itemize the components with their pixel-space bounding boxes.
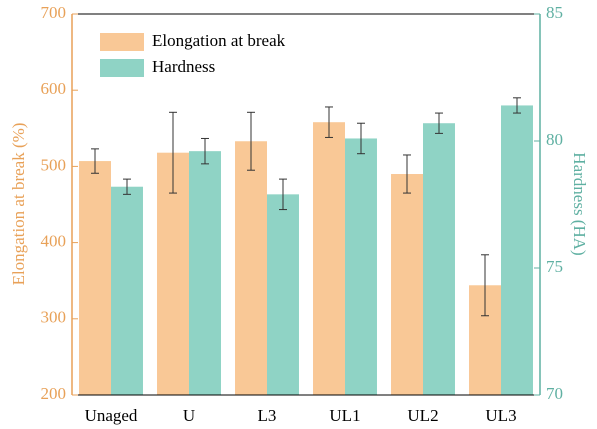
x-tick-label: UL1 xyxy=(329,406,360,425)
error-bar xyxy=(403,154,412,194)
bar xyxy=(313,122,345,395)
bar xyxy=(501,105,533,395)
y-tick-label: 600 xyxy=(41,79,67,98)
x-tick-label: U xyxy=(183,406,195,425)
error-bar xyxy=(169,111,178,194)
legend-label: Elongation at break xyxy=(152,31,286,50)
bar xyxy=(345,138,377,395)
error-bar xyxy=(91,148,100,174)
y2-tick-label: 80 xyxy=(546,130,563,149)
y-tick-label: 700 xyxy=(41,3,67,22)
bar xyxy=(391,174,423,395)
y-tick-label: 200 xyxy=(41,384,67,403)
legend-label: Hardness xyxy=(152,57,215,76)
legend-swatch xyxy=(100,33,144,51)
x-tick-label: L3 xyxy=(258,406,277,425)
bar xyxy=(267,194,299,395)
error-bar xyxy=(512,97,521,114)
error-bar xyxy=(325,106,334,138)
x-tick-label: Unaged xyxy=(85,406,138,425)
y-tick-label: 500 xyxy=(41,155,67,174)
error-bar xyxy=(434,112,443,134)
bar xyxy=(111,186,143,395)
bar xyxy=(423,123,455,395)
error-bar xyxy=(481,254,490,317)
bar xyxy=(79,161,111,395)
y-tick-label: 400 xyxy=(41,232,67,251)
bar xyxy=(235,141,267,395)
y-axis-label: Elongation at break (%) xyxy=(9,123,28,286)
x-tick-label: UL2 xyxy=(407,406,438,425)
error-bar xyxy=(200,137,209,165)
error-bar xyxy=(356,122,365,155)
y2-tick-label: 85 xyxy=(546,3,563,22)
y-tick-label: 300 xyxy=(41,308,67,327)
bar xyxy=(189,151,221,395)
x-tick-label: UL3 xyxy=(485,406,516,425)
legend-swatch xyxy=(100,59,144,77)
error-bar xyxy=(278,178,287,211)
error-bar xyxy=(122,178,131,195)
error-bar xyxy=(247,111,256,171)
y2-tick-label: 75 xyxy=(546,257,563,276)
y2-tick-label: 70 xyxy=(546,384,563,403)
y2-axis-label: Hardness (HA) xyxy=(570,152,589,255)
